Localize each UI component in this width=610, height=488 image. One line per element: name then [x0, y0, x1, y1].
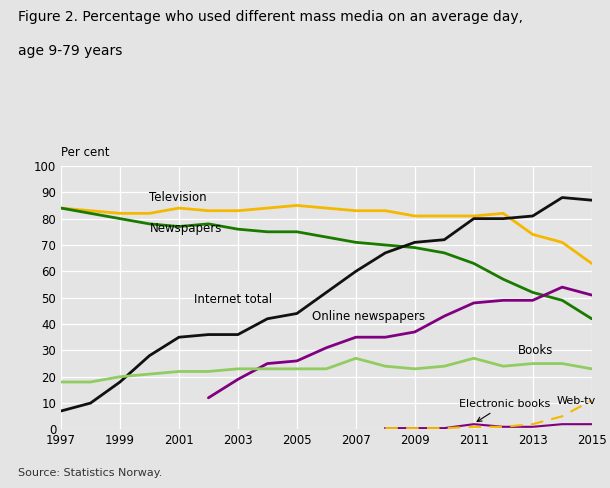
Text: Electronic books: Electronic books — [459, 399, 550, 422]
Text: age 9-79 years: age 9-79 years — [18, 44, 123, 58]
Text: Source: Statistics Norway.: Source: Statistics Norway. — [18, 468, 163, 478]
Text: Figure 2. Percentage who used different mass media on an average day,: Figure 2. Percentage who used different … — [18, 10, 523, 24]
Text: Per cent: Per cent — [61, 145, 110, 159]
Text: Newspapers: Newspapers — [149, 222, 222, 235]
Text: Online newspapers: Online newspapers — [312, 310, 425, 323]
Text: Television: Television — [149, 191, 207, 204]
Text: Web-tv: Web-tv — [556, 396, 595, 407]
Text: Books: Books — [518, 345, 553, 357]
Text: Internet total: Internet total — [193, 293, 272, 306]
